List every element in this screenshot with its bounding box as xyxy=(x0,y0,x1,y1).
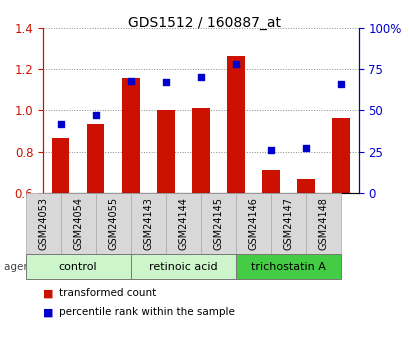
Text: GSM24053: GSM24053 xyxy=(38,197,48,250)
Text: retinoic acid: retinoic acid xyxy=(149,262,217,272)
Text: GSM24145: GSM24145 xyxy=(213,197,223,250)
Text: GSM24144: GSM24144 xyxy=(178,197,188,250)
Text: GSM24148: GSM24148 xyxy=(318,197,328,250)
Point xyxy=(92,112,99,118)
Point xyxy=(267,147,274,153)
Text: GSM24143: GSM24143 xyxy=(143,197,153,250)
Bar xyxy=(122,78,139,193)
Text: GSM24147: GSM24147 xyxy=(283,197,293,250)
Bar xyxy=(192,108,209,193)
Point xyxy=(302,146,309,151)
Text: GDS1512 / 160887_at: GDS1512 / 160887_at xyxy=(128,16,281,30)
Text: ■: ■ xyxy=(43,288,54,298)
Bar xyxy=(262,170,279,193)
Bar xyxy=(332,118,349,193)
Text: GSM24055: GSM24055 xyxy=(108,197,118,250)
Point xyxy=(337,81,344,87)
Text: trichostatin A: trichostatin A xyxy=(251,262,325,272)
Point xyxy=(162,79,169,85)
Text: GSM24054: GSM24054 xyxy=(73,197,83,250)
Bar xyxy=(157,110,174,193)
Bar xyxy=(87,124,104,193)
Bar xyxy=(227,56,244,193)
Point xyxy=(57,121,64,126)
Text: agent  ▶: agent ▶ xyxy=(4,262,49,272)
Point xyxy=(232,61,239,67)
Text: control: control xyxy=(58,262,97,272)
Point xyxy=(197,75,204,80)
Point xyxy=(127,78,134,83)
Bar xyxy=(297,179,314,193)
Text: ■: ■ xyxy=(43,307,54,317)
Bar xyxy=(52,138,69,193)
Text: transformed count: transformed count xyxy=(59,288,156,298)
Text: GSM24146: GSM24146 xyxy=(248,197,258,250)
Text: percentile rank within the sample: percentile rank within the sample xyxy=(59,307,235,317)
